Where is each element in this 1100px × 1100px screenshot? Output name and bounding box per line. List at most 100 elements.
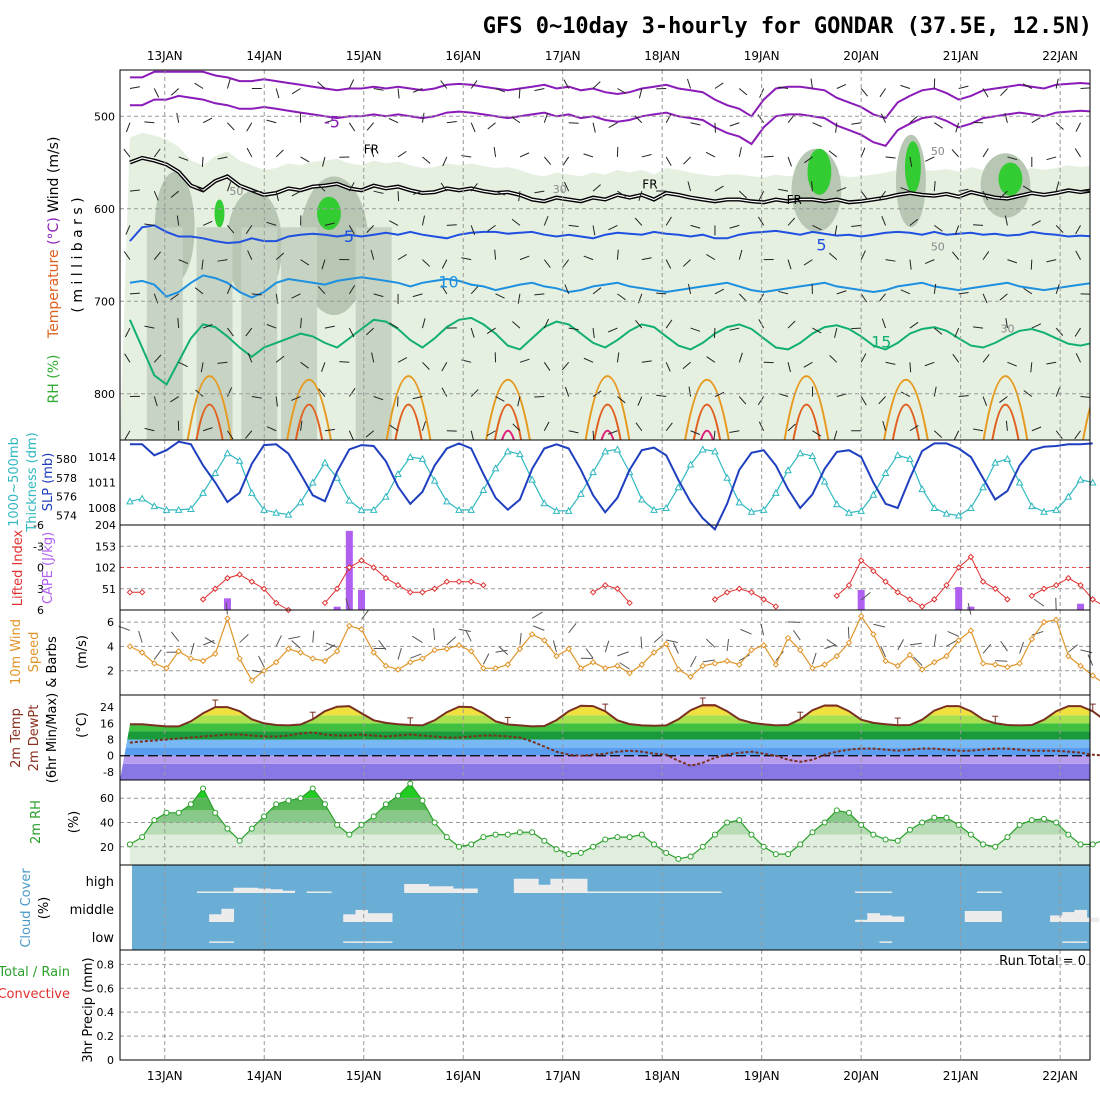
temp2m-label-1: 2m Temp xyxy=(9,708,24,768)
label-fr-1: FR xyxy=(364,142,379,156)
cloud-middle-bar-79 xyxy=(1086,917,1100,922)
rh2m-point-66 xyxy=(931,814,938,821)
thickness-point-34 xyxy=(540,499,549,507)
lifted-point-27 xyxy=(455,578,463,585)
wind-barb-14 xyxy=(153,190,159,201)
thickness-point-18 xyxy=(345,496,354,504)
thickness-tick-576: 576 xyxy=(56,491,77,504)
rh2m-point-30 xyxy=(492,831,499,838)
ytick-p600: 600 xyxy=(94,203,115,216)
cape-tick-51: 51 xyxy=(102,583,116,596)
wind-barb-332 xyxy=(860,147,866,158)
wind-barb-166 xyxy=(487,122,496,130)
thickness-point-0 xyxy=(126,497,134,505)
rh-green-area-3 xyxy=(904,141,921,194)
cloud-high-bar-11 xyxy=(257,888,271,893)
wind-barb-326 xyxy=(834,327,838,338)
thickness-point-78 xyxy=(1076,475,1085,483)
iso-hot-2 xyxy=(394,403,423,440)
wind10m-barb-41 xyxy=(619,662,630,670)
wind-barb-58 xyxy=(251,190,262,193)
wind-barb-30 xyxy=(178,361,188,368)
bottom-date-13JAN: 13JAN xyxy=(147,1069,183,1083)
cape-tick-102: 102 xyxy=(95,562,116,575)
thickness-point-38 xyxy=(589,468,597,476)
wind-barb-302 xyxy=(787,259,792,270)
rh-column-4 xyxy=(355,227,392,440)
wind-barb-424 xyxy=(1055,284,1060,295)
wind-barb-225 xyxy=(616,249,619,260)
wind-barb-359 xyxy=(909,321,919,329)
wind-barb-379 xyxy=(951,251,960,260)
thickness-label-2: Thickness (dm) xyxy=(25,432,40,532)
cloud-high-bar-24 xyxy=(416,884,430,893)
wind10m-point-10 xyxy=(248,677,256,684)
temp2m-label-3: (6hr Min/Max) xyxy=(45,693,60,783)
wind-barb-215 xyxy=(592,287,602,295)
top-date-axis: 13JAN 14JAN 15JAN 16JAN 17JAN 18JAN 19JAN 20JAN… xyxy=(147,49,1078,63)
wind-barb-393 xyxy=(982,354,990,363)
temp-tick-8: 8 xyxy=(107,734,114,747)
bottom-date-15JAN: 15JAN xyxy=(346,1069,382,1083)
wind-barb-213 xyxy=(592,225,596,236)
wind10m-barb-38 xyxy=(585,648,594,659)
cloud-panel: high middle low xyxy=(70,864,1100,951)
wind10m-barb-5 xyxy=(190,642,195,655)
lifted-point-75 xyxy=(1040,585,1048,592)
rh2m-point-70 xyxy=(980,841,987,848)
thickness-point-43 xyxy=(650,505,658,513)
wind-barb-75 xyxy=(275,396,278,407)
wind10m-point-67 xyxy=(943,652,950,660)
wind-barb-180 xyxy=(511,218,521,226)
ytick-p700: 700 xyxy=(94,295,115,308)
rh2m-point-72 xyxy=(1004,834,1011,841)
wind-barb-185 xyxy=(517,396,521,407)
wind-barb-426 xyxy=(1046,361,1057,365)
wind-barb-43 xyxy=(202,427,213,432)
cloud-high-bar-13 xyxy=(282,890,295,893)
lifted-point-39 xyxy=(602,582,609,589)
thickness-point-33 xyxy=(528,475,536,483)
wind-barb-301 xyxy=(787,217,796,226)
wind-barb-261 xyxy=(682,361,691,370)
wind10m-point-25 xyxy=(431,646,438,654)
wind-barb-12 xyxy=(144,121,155,124)
wind-barb-167 xyxy=(493,146,497,158)
wind10m-barb-22 xyxy=(397,647,402,660)
wind10m-point-50 xyxy=(736,661,743,668)
wind-tick-6: 6 xyxy=(107,616,114,629)
wind-barb-415 xyxy=(1030,362,1033,373)
wind-barb-165 xyxy=(495,88,506,93)
precip-frame xyxy=(119,949,1091,1061)
wind-barb-352 xyxy=(900,84,911,89)
cloud-high-bar-38 xyxy=(586,891,600,893)
wind-barb-134 xyxy=(422,156,431,164)
precip-label: 3hr Precip (mm) xyxy=(81,957,96,1062)
rh2m-point-5 xyxy=(187,801,194,808)
rh2m-point-51 xyxy=(748,831,755,838)
rh2m-point-20 xyxy=(370,813,377,820)
cloud-high-bar-48 xyxy=(708,891,722,893)
wind10m-point-23 xyxy=(407,659,414,666)
temp-tick--8: -8 xyxy=(103,766,114,779)
wind-barb-354 xyxy=(909,156,913,167)
wind-barb-254 xyxy=(690,122,701,126)
wind10m-point-6 xyxy=(199,657,207,665)
thickness-point-76 xyxy=(1052,505,1061,513)
rh2m-point-25 xyxy=(431,819,438,826)
lifted-point-20 xyxy=(370,564,377,571)
wind-barb-349 xyxy=(885,361,896,365)
wind10m-point-40 xyxy=(614,662,621,670)
wind-barb-355 xyxy=(900,187,911,192)
upper-air-panel: -5 FR FR FR 5 5 10 15 50 50 50 30 30 500 600 700 800 xyxy=(94,69,1091,441)
wind-barb-438 xyxy=(1080,396,1090,398)
upper-air-content xyxy=(120,70,1090,440)
wind-barb-117 xyxy=(366,327,375,336)
rh2m-point-79 xyxy=(1089,841,1096,848)
wind10m-barb-44 xyxy=(666,639,679,643)
rh2m-point-6 xyxy=(200,785,207,792)
wind-barb-119 xyxy=(373,396,384,401)
wind-barb-372 xyxy=(933,386,937,397)
wind-barb-343 xyxy=(885,156,896,159)
cape-bar-78 xyxy=(1077,603,1085,610)
